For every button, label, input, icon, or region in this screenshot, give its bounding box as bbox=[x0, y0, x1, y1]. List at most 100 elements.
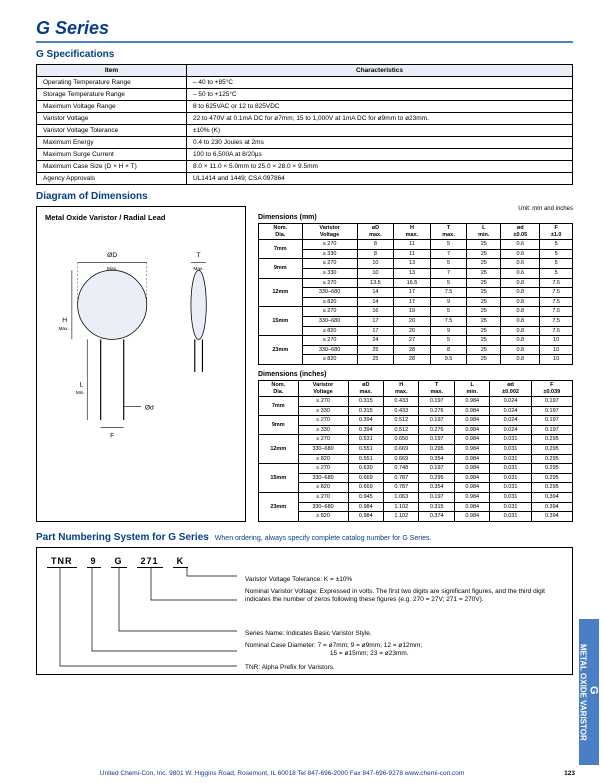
dim-cell: 0.394 bbox=[348, 416, 383, 426]
dim-cell: 0.024 bbox=[490, 397, 531, 407]
pn-segment: G bbox=[111, 556, 127, 568]
dim-cell: 0.031 bbox=[490, 483, 531, 493]
pn-sub: When ordering, always specify complete c… bbox=[215, 535, 432, 542]
pn-code: TNR9G271K bbox=[47, 556, 562, 568]
pn-segment: 9 bbox=[87, 556, 101, 568]
dim-cell: 0.945 bbox=[348, 493, 383, 503]
dim-dia: 15mm bbox=[259, 307, 303, 336]
dim-cell: 0.354 bbox=[419, 454, 454, 464]
dim-cell: 7.5 bbox=[540, 307, 573, 317]
dim-cell: 10 bbox=[540, 336, 573, 346]
dim-cell: 0.984 bbox=[348, 512, 383, 522]
dim-cell: 0.787 bbox=[384, 473, 419, 483]
page-number: 123 bbox=[564, 770, 575, 777]
dim-cell: 28 bbox=[394, 345, 431, 355]
dim-cell: 25 bbox=[357, 345, 394, 355]
side-tab-text: METAL OXIDE VARISTOR bbox=[579, 644, 588, 741]
dim-cell: 17 bbox=[357, 316, 394, 326]
dim-header: ød±0.002 bbox=[490, 380, 531, 396]
spec-title: G Specifications bbox=[36, 49, 573, 60]
dim-cell: 13 bbox=[394, 259, 431, 269]
dim-header: Tmax. bbox=[419, 380, 454, 396]
pn-desc-0: Varistor Voltage Tolerance: K = ±10% bbox=[245, 576, 352, 584]
dim-cell: 0.984 bbox=[454, 464, 489, 474]
dim-cell: 0.197 bbox=[419, 493, 454, 503]
dim-cell: 0.669 bbox=[384, 454, 419, 464]
dim-header: øDmax. bbox=[357, 224, 394, 240]
dim-cell: 0.295 bbox=[531, 435, 572, 445]
dim-cell: 0.984 bbox=[348, 502, 383, 512]
dim-cell: 13 bbox=[394, 268, 431, 278]
dim-cell: 0.295 bbox=[419, 445, 454, 455]
spec-cell: Maximum Surge Current bbox=[37, 149, 187, 161]
spec-cell: – 40 to +85°C bbox=[187, 77, 573, 89]
spec-cell: Varistor Voltage bbox=[37, 113, 187, 125]
dim-cell: 0.669 bbox=[348, 483, 383, 493]
dim-header: VaristorVoltage bbox=[302, 224, 357, 240]
dim-cell: 0.8 bbox=[501, 288, 540, 298]
dim-cell: 0.276 bbox=[419, 406, 454, 416]
dim-cell: 9 bbox=[430, 297, 467, 307]
dim-cell: ≤ 270 bbox=[298, 416, 348, 426]
dim-cell: 7.5 bbox=[540, 316, 573, 326]
dim-cell: 25 bbox=[467, 240, 501, 250]
dim-cell: 16 bbox=[357, 307, 394, 317]
dim-cell: 0.374 bbox=[419, 512, 454, 522]
dim-cell: 11 bbox=[394, 249, 431, 259]
footer-text: United Chemi-Con, Inc. 9801 W. Higgins R… bbox=[100, 770, 465, 777]
dim-cell: 0.984 bbox=[454, 502, 489, 512]
dim-cell: 0.8 bbox=[501, 345, 540, 355]
dim-cell: 0.984 bbox=[454, 435, 489, 445]
dim-cell: ≥ 820 bbox=[302, 355, 357, 365]
dim-cell: 25 bbox=[467, 336, 501, 346]
dim-cell: 27 bbox=[394, 336, 431, 346]
dim-cell: 25 bbox=[467, 268, 501, 278]
dim-cell: 25 bbox=[467, 278, 501, 288]
dim-cell: 24 bbox=[357, 336, 394, 346]
spec-cell: Maximum Energy bbox=[37, 137, 187, 149]
dim-cell: 7.5 bbox=[540, 297, 573, 307]
spec-cell: 8 to 625VAC or 12 to 825VDC bbox=[187, 101, 573, 113]
dim-cell: 0.295 bbox=[419, 473, 454, 483]
dim-cell: 7.5 bbox=[540, 326, 573, 336]
dim-header: F±1.0 bbox=[540, 224, 573, 240]
svg-text:Ød: Ød bbox=[145, 404, 154, 411]
dim-cell: ≤ 270 bbox=[298, 464, 348, 474]
dim-cell: 0.6 bbox=[501, 259, 540, 269]
dim-cell: 0.197 bbox=[531, 397, 572, 407]
pn-segment: K bbox=[173, 556, 189, 568]
spec-cell: Maximum Case Size (D × H × T) bbox=[37, 161, 187, 173]
spec-cell: 100 to 6,500A at 8/20µs bbox=[187, 149, 573, 161]
dim-cell: 20 bbox=[394, 316, 431, 326]
dim-cell: 0.551 bbox=[348, 445, 383, 455]
dim-cell: ≤ 270 bbox=[298, 493, 348, 503]
dim-cell: 0.315 bbox=[348, 406, 383, 416]
dim-cell: ≥ 820 bbox=[298, 454, 348, 464]
dim-cell: 10 bbox=[540, 355, 573, 365]
dim-cell: 7.5 bbox=[540, 288, 573, 298]
dim-cell: 0.984 bbox=[454, 397, 489, 407]
dim-header: Nom.Dia. bbox=[259, 380, 299, 396]
dim-cell: 0.295 bbox=[531, 454, 572, 464]
svg-text:T: T bbox=[197, 252, 201, 259]
dim-cell: 0.8 bbox=[501, 278, 540, 288]
dim-header: Lmin. bbox=[454, 380, 489, 396]
svg-text:F: F bbox=[110, 432, 114, 439]
dim-cell: 8 bbox=[357, 240, 394, 250]
dim-cell: 0.031 bbox=[490, 464, 531, 474]
dim-header: Nom.Dia. bbox=[259, 224, 303, 240]
varistor-diagram: ØD Max. H Max. L Min. F Ød bbox=[45, 228, 237, 449]
pn-title: Part Numbering System for G Series bbox=[36, 532, 209, 543]
dim-cell: ≤ 270 bbox=[298, 435, 348, 445]
spec-cell: 22 to 470V at 0.1mA DC for ø7mm; 15 to 1… bbox=[187, 113, 573, 125]
dim-cell: 0.531 bbox=[348, 435, 383, 445]
dim-cell: 0.630 bbox=[348, 464, 383, 474]
dim-cell: 10 bbox=[357, 268, 394, 278]
dim-cell: 0.276 bbox=[419, 425, 454, 435]
spec-cell: 0.4 to 230 Joules at 2ms bbox=[187, 137, 573, 149]
dim-cell: 25 bbox=[467, 326, 501, 336]
dim-cell: 28 bbox=[394, 355, 431, 365]
dim-cell: 7 bbox=[430, 268, 467, 278]
dim-cell: 0.031 bbox=[490, 493, 531, 503]
dim-cell: 1.102 bbox=[384, 512, 419, 522]
